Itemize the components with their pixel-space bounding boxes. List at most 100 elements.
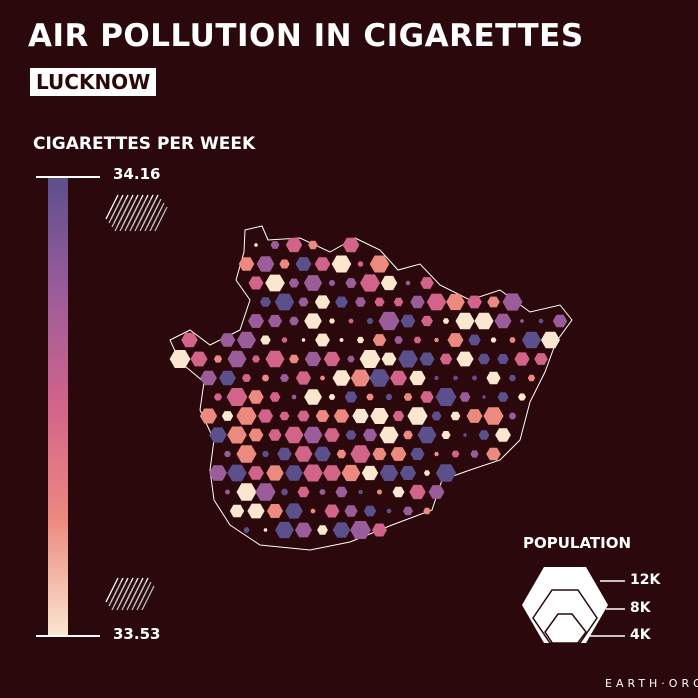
hex-cell [200, 370, 217, 386]
size-label-8k: 8K [630, 600, 651, 616]
hex-cell [463, 433, 467, 437]
hex-cell [303, 464, 323, 482]
hex-cell [301, 338, 306, 342]
hex-cell [366, 393, 374, 401]
hex-cell [262, 451, 269, 457]
hex-cell [447, 333, 464, 347]
hex-cell [403, 430, 413, 440]
hex-cell [294, 446, 313, 462]
cigarette-pack-small-icon [105, 577, 155, 611]
hex-cell [369, 369, 390, 387]
hex-cell [434, 376, 439, 380]
hex-cell [268, 314, 282, 328]
hex-cell [399, 466, 417, 480]
size-label-12k: 12K [630, 572, 661, 588]
hex-cell [319, 489, 326, 495]
hex-cell [403, 506, 413, 516]
hex-cell [257, 409, 274, 423]
hex-cell [236, 445, 257, 463]
hex-cell [303, 426, 323, 444]
hex-cell [509, 337, 516, 343]
hex-cell [285, 465, 303, 481]
hex-cell [260, 335, 271, 345]
hex-cell [398, 350, 418, 368]
hex-cell [229, 504, 245, 518]
hex-cell [435, 464, 457, 482]
hex-cell [446, 293, 465, 311]
hex-cell [181, 332, 198, 348]
size-legend-title: POPULATION [523, 534, 632, 552]
hex-cell [169, 350, 191, 368]
hex-cell [247, 503, 265, 519]
hex-cell [521, 331, 542, 349]
hex-cell [339, 338, 344, 342]
hex-cell [328, 394, 336, 400]
hex-cell [279, 259, 290, 269]
hex-cell [552, 314, 568, 328]
hex-cell [403, 393, 413, 401]
hex-cell [227, 350, 247, 368]
region-outline [169, 225, 573, 551]
hex-cell [310, 508, 316, 514]
hex-cell [275, 521, 294, 539]
hex-12k [522, 567, 608, 643]
hex-cell [494, 313, 512, 329]
hex-cell [428, 485, 445, 499]
hex-cell [344, 505, 358, 517]
hex-cell [280, 374, 289, 382]
hex-cell [199, 408, 218, 424]
hex-cell [352, 408, 369, 424]
hex-cell [345, 430, 357, 440]
hex-cell [284, 426, 304, 444]
hex-cell [381, 352, 397, 366]
hex-cell [519, 319, 525, 323]
hex-cell [355, 297, 366, 307]
hex-cell [266, 465, 284, 481]
hex-cell [289, 354, 299, 364]
hex-cell [227, 464, 247, 482]
hex-cell [227, 426, 247, 444]
hex-cell [323, 465, 341, 481]
hex-cell [534, 353, 548, 365]
hex-cell [386, 508, 392, 514]
hex-cell [372, 523, 387, 537]
min-value: 33.53 [113, 625, 161, 643]
hex-cell [274, 293, 295, 311]
hex-cell [295, 371, 312, 385]
hex-cell [502, 293, 523, 311]
hex-cell [329, 318, 335, 324]
cigarette-pack-large-icon [105, 194, 168, 232]
hex-cell [405, 280, 411, 286]
hex-cell [357, 261, 364, 267]
hex-cell [259, 297, 272, 307]
hex-cell [248, 276, 264, 290]
hex-cell [374, 297, 385, 307]
hex-cell [466, 409, 483, 423]
hex-cell [268, 429, 282, 441]
min-tick [36, 635, 100, 637]
hex-cell [324, 504, 340, 518]
hex-cell [304, 313, 322, 329]
hex-cell [393, 297, 404, 307]
hex-cell [452, 375, 459, 381]
hex-cell [410, 295, 425, 309]
hex-cell [315, 333, 330, 347]
hex-cell [308, 240, 318, 250]
hex-cell [482, 395, 486, 399]
max-value: 34.16 [113, 165, 161, 183]
hex-cell [409, 484, 426, 500]
hex-cell [261, 374, 270, 382]
hex-cell [263, 528, 268, 532]
hex-cell [285, 237, 303, 253]
hex-cell [456, 351, 474, 367]
hex-cell [366, 318, 374, 324]
hex-cell [363, 505, 377, 517]
hex-cell [420, 277, 434, 289]
hex-cell [332, 522, 351, 538]
hex-cell [356, 336, 365, 344]
hex-cell [213, 393, 223, 401]
hex-cell [317, 525, 328, 535]
hex-cell [372, 447, 387, 461]
hex-cell [324, 428, 340, 442]
